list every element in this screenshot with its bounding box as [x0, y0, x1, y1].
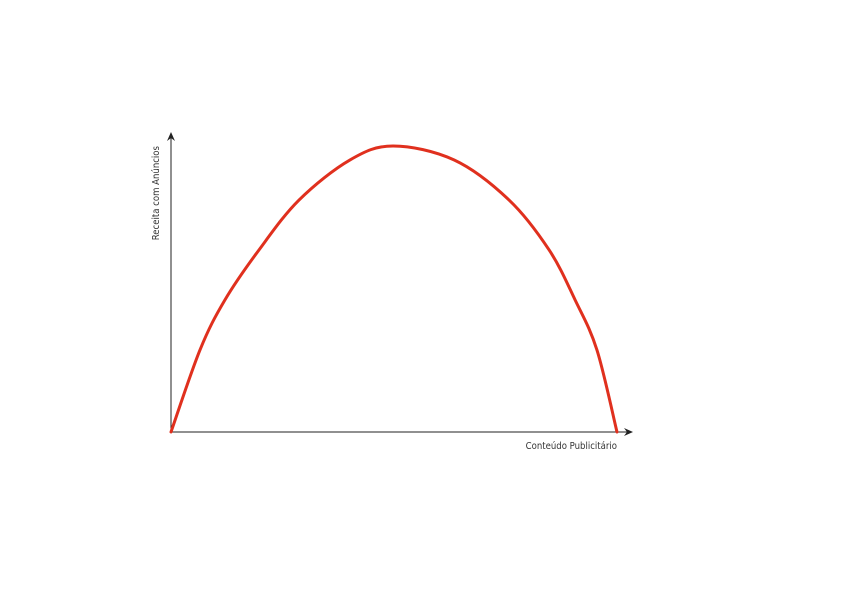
- x-axis-label: Conteúdo Publicitário: [526, 441, 617, 452]
- series-line: [169, 144, 619, 434]
- y-axis-label: Receita com Anúncios: [151, 145, 162, 240]
